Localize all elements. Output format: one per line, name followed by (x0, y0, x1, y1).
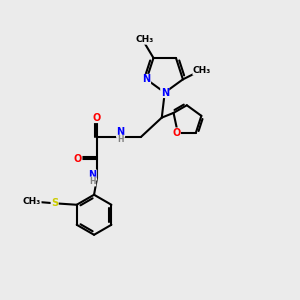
Text: CH₃: CH₃ (23, 197, 41, 206)
Text: S: S (51, 198, 58, 208)
Text: O: O (93, 112, 101, 123)
Text: H: H (117, 135, 124, 144)
Text: N: N (116, 127, 124, 137)
Text: CH₃: CH₃ (136, 35, 154, 44)
Text: H: H (89, 177, 96, 186)
Text: CH₃: CH₃ (193, 66, 211, 75)
Text: O: O (172, 128, 181, 138)
Text: O: O (74, 154, 82, 164)
Text: N: N (88, 170, 97, 180)
Text: N: N (161, 88, 169, 98)
Text: N: N (142, 74, 151, 84)
